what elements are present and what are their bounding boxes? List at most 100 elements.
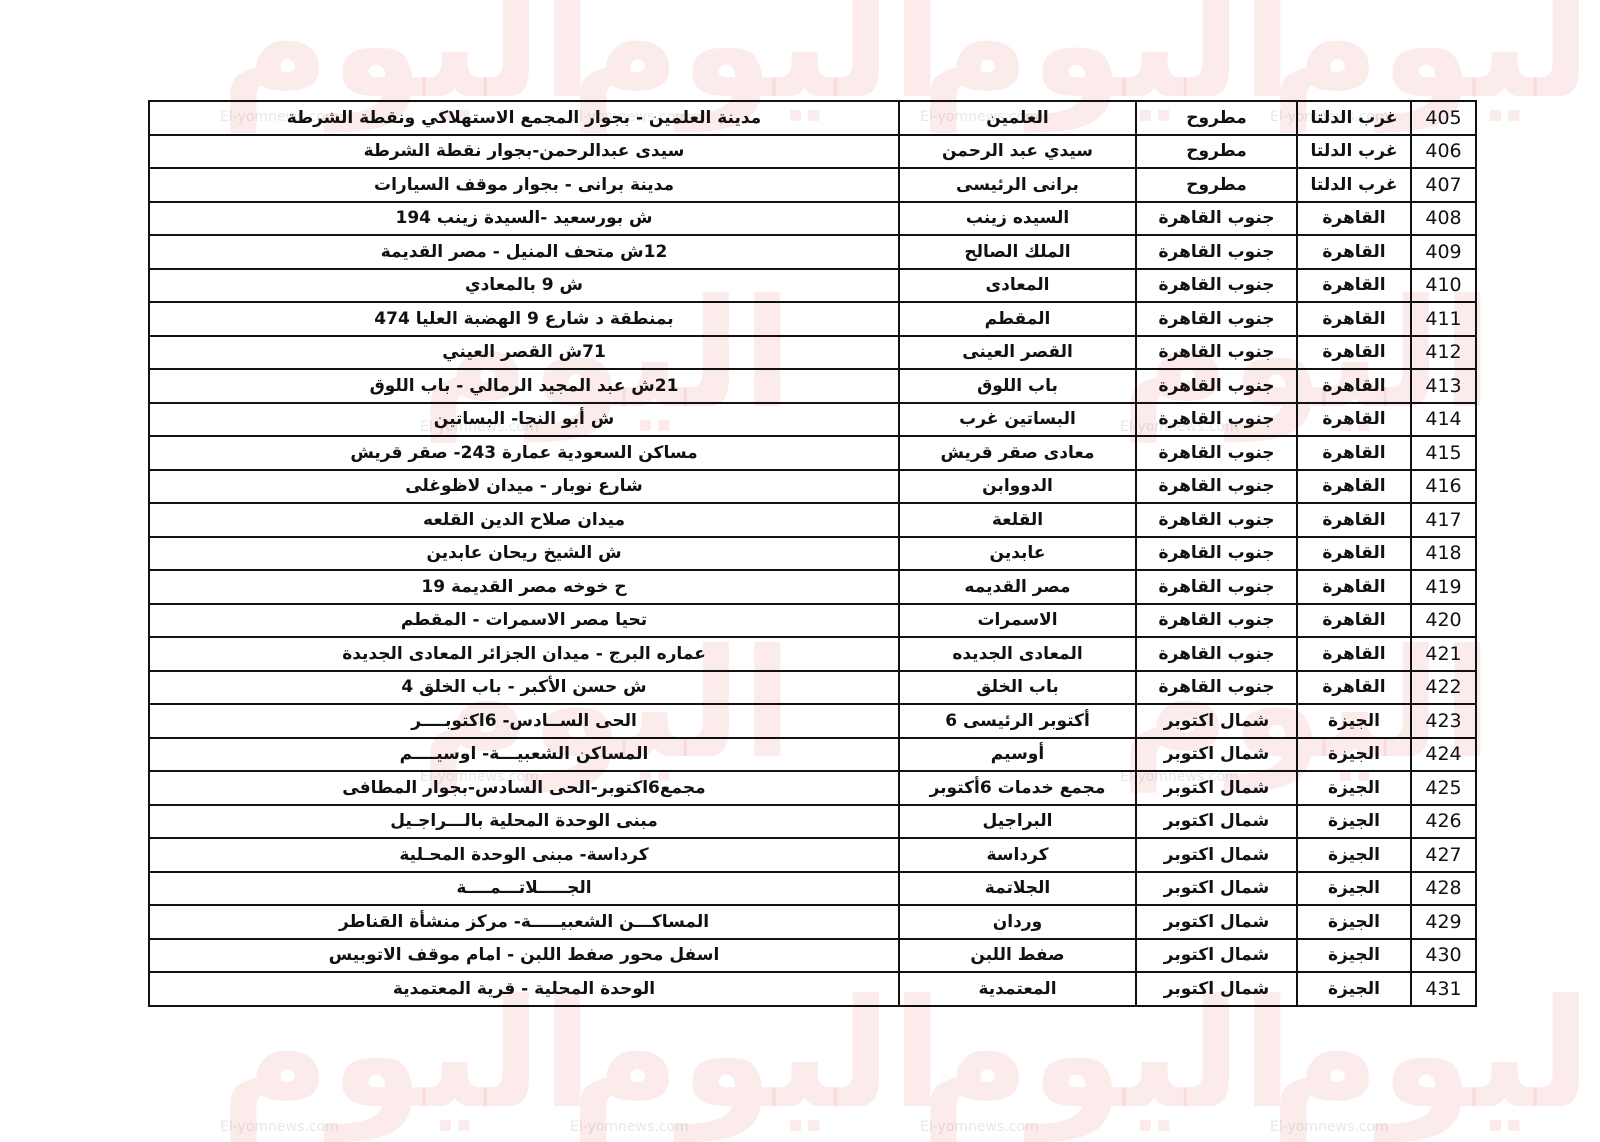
sector-cell: جنوب القاهرة [1135, 334, 1298, 370]
region-cell: القاهرة [1296, 334, 1412, 370]
station-cell: باب اللوق [898, 368, 1137, 404]
table-row: ش بورسعيد -السيدة زينب 194 السيده زينب جنو… [148, 200, 1477, 236]
table-row: ح خوخه مصر القديمة 19 مصر القديمه جنوب الق… [148, 569, 1477, 605]
row-number-cell: 428 [1410, 870, 1477, 906]
table-row: بمنطقة د شارع 9 الهضبة العليا 474 المقطم ج… [148, 301, 1477, 337]
address-cell: ش بورسعيد -السيدة زينب 194 [148, 200, 900, 236]
address-cell: ش 9 بالمعادي [148, 267, 900, 303]
table-row: سيدى عبدالرحمن-بجوار نقطة الشرطة سيدي عبد… [148, 133, 1477, 169]
sector-cell: جنوب القاهرة [1135, 301, 1298, 337]
table-row: اسفل محور صفط اللبن - امام موقف الاتوبيس… [148, 937, 1477, 973]
address-cell: 71ش القصر العيني [148, 334, 900, 370]
sector-cell: جنوب القاهرة [1135, 401, 1298, 437]
row-number-cell: 426 [1410, 803, 1477, 839]
table-row: 21ش عبد المجيد الرمالي - باب اللوق باب ال… [148, 368, 1477, 404]
sector-cell: شمال اكتوبر [1135, 803, 1298, 839]
station-cell: السيده زينب [898, 200, 1137, 236]
address-cell: مدينة برانى - بجوار موقف السيارات [148, 167, 900, 203]
stations-table: مدينة العلمين - بجوار المجمع الاستهلاكي … [148, 100, 1477, 1007]
address-cell: بمنطقة د شارع 9 الهضبة العليا 474 [148, 301, 900, 337]
row-number-cell: 405 [1410, 100, 1477, 136]
table-row: تحيا مصر الاسمرات - المقطم الاسمرات جنوب ا… [148, 602, 1477, 638]
address-cell: ح خوخه مصر القديمة 19 [148, 569, 900, 605]
region-cell: الجيزة [1296, 770, 1412, 806]
station-cell: الاسمرات [898, 602, 1137, 638]
region-cell: الجيزة [1296, 703, 1412, 739]
region-cell: الجيزة [1296, 736, 1412, 772]
row-number-cell: 415 [1410, 435, 1477, 471]
region-cell: القاهرة [1296, 401, 1412, 437]
address-cell: الحى الســادس- 6اكتوبــــر [148, 703, 900, 739]
region-cell: القاهرة [1296, 200, 1412, 236]
station-cell: برانى الرئيسى [898, 167, 1137, 203]
address-cell: مبنى الوحدة المحلية بالـــراجـيل [148, 803, 900, 839]
row-number-cell: 418 [1410, 535, 1477, 571]
sector-cell: شمال اكتوبر [1135, 770, 1298, 806]
address-cell: شارع نوبار - ميدان لاظوغلى [148, 468, 900, 504]
region-cell: الجيزة [1296, 971, 1412, 1007]
sector-cell: جنوب القاهرة [1135, 669, 1298, 705]
row-number-cell: 420 [1410, 602, 1477, 638]
row-number-cell: 408 [1410, 200, 1477, 236]
table-row: مدينة برانى - بجوار موقف السيارات برانى ا… [148, 167, 1477, 203]
row-number-cell: 413 [1410, 368, 1477, 404]
row-number-cell: 407 [1410, 167, 1477, 203]
table-body: مدينة العلمين - بجوار المجمع الاستهلاكي … [148, 100, 1477, 1007]
address-cell: مساكن السعودية عمارة 243- صقر قريش [148, 435, 900, 471]
row-number-cell: 421 [1410, 636, 1477, 672]
station-cell: عابدين [898, 535, 1137, 571]
address-cell: 12ش متحف المنيل - مصر القديمة [148, 234, 900, 270]
station-cell: مجمع خدمات 6أكتوبر [898, 770, 1137, 806]
sector-cell: جنوب القاهرة [1135, 502, 1298, 538]
sector-cell: جنوب القاهرة [1135, 468, 1298, 504]
row-number-cell: 422 [1410, 669, 1477, 705]
region-cell: القاهرة [1296, 435, 1412, 471]
row-number-cell: 430 [1410, 937, 1477, 973]
row-number-cell: 414 [1410, 401, 1477, 437]
sector-cell: جنوب القاهرة [1135, 267, 1298, 303]
region-cell: القاهرة [1296, 535, 1412, 571]
region-cell: الجيزة [1296, 803, 1412, 839]
address-cell: اسفل محور صفط اللبن - امام موقف الاتوبيس [148, 937, 900, 973]
station-cell: البساتين غرب [898, 401, 1137, 437]
address-cell: 21ش عبد المجيد الرمالي - باب اللوق [148, 368, 900, 404]
station-cell: كرداسة [898, 837, 1137, 873]
station-cell: المعادى الجديده [898, 636, 1137, 672]
sector-cell: شمال اكتوبر [1135, 971, 1298, 1007]
table-row: 12ش متحف المنيل - مصر القديمة الملك الصال… [148, 234, 1477, 270]
row-number-cell: 419 [1410, 569, 1477, 605]
table-row: مدينة العلمين - بجوار المجمع الاستهلاكي … [148, 100, 1477, 136]
table-row: ش أبو النجا- البساتين البساتين غرب جنوب ال… [148, 401, 1477, 437]
station-cell: سيدي عبد الرحمن [898, 133, 1137, 169]
row-number-cell: 429 [1410, 904, 1477, 940]
region-cell: الجيزة [1296, 904, 1412, 940]
row-number-cell: 417 [1410, 502, 1477, 538]
region-cell: الجيزة [1296, 870, 1412, 906]
address-cell: مدينة العلمين - بجوار المجمع الاستهلاكي … [148, 100, 900, 136]
sector-cell: جنوب القاهرة [1135, 636, 1298, 672]
region-cell: القاهرة [1296, 669, 1412, 705]
station-cell: الدووابن [898, 468, 1137, 504]
table-row: ش 9 بالمعادي المعادى جنوب القاهرة القاهرة 41… [148, 267, 1477, 303]
row-number-cell: 406 [1410, 133, 1477, 169]
sector-cell: جنوب القاهرة [1135, 200, 1298, 236]
sector-cell: شمال اكتوبر [1135, 937, 1298, 973]
row-number-cell: 427 [1410, 837, 1477, 873]
sector-cell: جنوب القاهرة [1135, 602, 1298, 638]
region-cell: الجيزة [1296, 937, 1412, 973]
row-number-cell: 425 [1410, 770, 1477, 806]
region-cell: القاهرة [1296, 234, 1412, 270]
address-cell: ميدان صلاح الدين القلعه [148, 502, 900, 538]
address-cell: ش أبو النجا- البساتين [148, 401, 900, 437]
address-cell: تحيا مصر الاسمرات - المقطم [148, 602, 900, 638]
row-number-cell: 412 [1410, 334, 1477, 370]
region-cell: القاهرة [1296, 468, 1412, 504]
sector-cell: شمال اكتوبر [1135, 736, 1298, 772]
sector-cell: جنوب القاهرة [1135, 435, 1298, 471]
region-cell: غرب الدلتا [1296, 167, 1412, 203]
sector-cell: مطروح [1135, 100, 1298, 136]
station-cell: القلعة [898, 502, 1137, 538]
row-number-cell: 410 [1410, 267, 1477, 303]
sector-cell: شمال اكتوبر [1135, 837, 1298, 873]
address-cell: عماره البرج - ميدان الجزائر المعادى الجد… [148, 636, 900, 672]
